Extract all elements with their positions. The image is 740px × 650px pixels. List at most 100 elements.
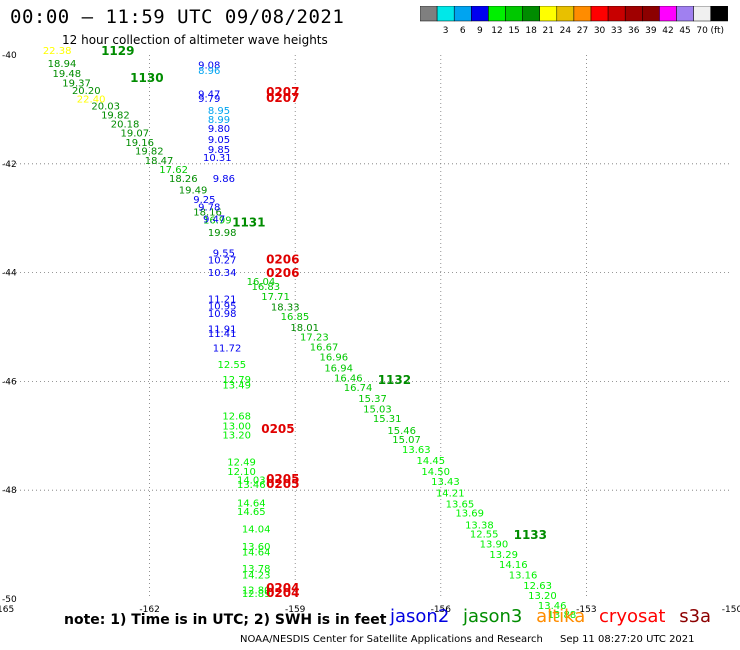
swh-value-label: 13.20 (222, 431, 251, 442)
x-tick-label: -162 (139, 605, 159, 615)
swh-value-label: 13.16 (509, 570, 538, 581)
colorbar-tick-label: 70 (696, 26, 708, 36)
y-tick-label: -50 (2, 595, 17, 605)
generation-timestamp: Sep 11 08:27:20 UTC 2021 (560, 634, 695, 645)
swh-value-label: 16.04 (247, 277, 276, 288)
y-tick-label: -46 (2, 377, 17, 387)
pass-time-label: 0206 (266, 252, 299, 266)
swh-value-label: 16.46 (334, 373, 363, 384)
pass-time-label: 1132 (378, 373, 411, 387)
swh-value-label: 9.47 (198, 89, 220, 100)
swh-value-label: 13.65 (446, 500, 475, 511)
colorbar-unit: (ft) (710, 26, 724, 36)
chart-title: 00:00 – 11:59 UTC 09/08/2021 (10, 6, 345, 28)
chart-subtitle: 12 hour collection of altimeter wave hei… (62, 33, 328, 47)
swh-value-label: 19.07 (120, 129, 149, 140)
x-tick-label: -159 (285, 605, 306, 615)
swh-value-label: 13.69 (455, 508, 484, 519)
swh-value-label: 12.89 (242, 589, 271, 600)
pass-time-label: 0205 (266, 477, 299, 491)
swh-value-label: 19.16 (125, 138, 154, 149)
swh-value-label: 16.83 (252, 282, 281, 293)
swh-value-label: 13.00 (222, 421, 251, 432)
swh-value-label: 22.38 (43, 46, 72, 57)
swh-value-label: 13.20 (528, 591, 557, 602)
swh-value-label: 18.16 (193, 207, 222, 218)
swh-value-label: 11.91 (208, 324, 237, 335)
swh-value-label: 19.82 (101, 111, 130, 122)
swh-value-label: 16.67 (310, 342, 339, 353)
swh-value-label: 10.27 (208, 255, 237, 266)
colorbar-tick-label: 42 (662, 26, 673, 36)
swh-value-label: 13.78 (242, 564, 271, 575)
pass-time-label: 0204 (266, 581, 299, 595)
color-scale-legend: 3 6 9 12 15 18 21 24 27 30 33 36 39 42 45 70 (ft) (420, 6, 728, 36)
colorbar-swatch (710, 6, 728, 22)
colorbar-tick-label: 24 (560, 26, 572, 36)
legend-jason2: jason2 (390, 606, 450, 627)
swh-value-label: 19.82 (135, 147, 164, 158)
colorbar-tick-label: 33 (611, 26, 622, 36)
swh-value-label: 8.99 (208, 115, 230, 126)
legend-jason3: jason3 (463, 606, 523, 627)
swh-value-label: 18.47 (145, 156, 174, 167)
x-tick-label: -153 (576, 605, 596, 615)
swh-value-label: 14.45 (417, 456, 446, 467)
swh-value-label: 14.23 (242, 570, 271, 581)
swh-value-label: 13.46 (237, 480, 266, 491)
agency-credit: NOAA/NESDIS Center for Satellite Applica… (240, 634, 543, 645)
swh-value-label: 9.85 (208, 145, 230, 156)
swh-value-label: 12.49 (227, 458, 256, 469)
swh-value-label: 13.49 (222, 380, 251, 391)
swh-value-label: 13.63 (402, 445, 431, 456)
swh-value-label: 15.07 (392, 435, 421, 446)
swh-value-label: 11.41 (208, 329, 237, 340)
swh-value-label: 16.85 (281, 312, 310, 323)
footnote: note: 1) Time is in UTC; 2) SWH is in fe… (64, 612, 387, 628)
colorbar-tick-label: 39 (645, 26, 657, 36)
swh-value-label: 11.72 (213, 343, 242, 354)
swh-value-label: 14.50 (421, 467, 450, 478)
pass-time-label: 1133 (514, 528, 547, 542)
swh-value-label: 19.49 (179, 186, 208, 197)
swh-value-label: 14.65 (237, 507, 266, 518)
swh-value-label: 12.79 (222, 375, 251, 386)
pass-time-label: 1129 (101, 44, 134, 58)
legend-cryosat: cryosat (599, 606, 666, 627)
colorbar-tick-label: 12 (491, 26, 502, 36)
swh-value-label: 15.31 (373, 414, 402, 425)
y-tick-label: -44 (2, 269, 17, 279)
y-tick-label: -40 (2, 51, 17, 61)
swh-value-label: 14.16 (499, 560, 528, 571)
swh-value-label: 14.64 (237, 499, 266, 510)
swh-value-label: 9.80 (208, 124, 230, 135)
legend-s3a: s3a (679, 606, 712, 627)
colorbar-tick-label: 6 (460, 26, 466, 36)
swh-value-label: 17.62 (159, 165, 188, 176)
swh-value-label: 20.18 (111, 119, 140, 130)
colorbar-tick-label: 36 (628, 26, 640, 36)
swh-value-label: 12.10 (227, 467, 256, 478)
swh-value-label: 18.33 (271, 303, 300, 314)
pass-time-label: 0206 (266, 266, 299, 280)
colorbar-tick-label: 3 (443, 26, 449, 36)
swh-value-label: 22.40 (77, 94, 106, 105)
swh-value-label: 20.20 (72, 86, 101, 97)
swh-value-label: 13.90 (480, 539, 509, 550)
swh-value-label: 15.03 (363, 404, 392, 415)
swh-value-label: 11.21 (208, 295, 237, 306)
pass-time-label: 0204 (266, 586, 299, 600)
swh-value-label: 14.21 (436, 489, 465, 500)
x-tick-label: -150 (722, 605, 740, 615)
swh-value-label: 10.95 (208, 302, 237, 313)
swh-value-label: 12.80 (242, 586, 271, 597)
colorbar-tick-label: 18 (525, 26, 537, 36)
swh-value-label: 16.94 (324, 364, 353, 375)
swh-value-label: 14.03 (237, 476, 266, 487)
pass-time-label: 0205 (261, 422, 294, 436)
swh-value-label: 12.63 (523, 581, 552, 592)
pass-time-label: 1131 (232, 215, 265, 229)
swh-value-label: 9.25 (193, 195, 215, 206)
y-tick-label: -48 (2, 486, 17, 496)
